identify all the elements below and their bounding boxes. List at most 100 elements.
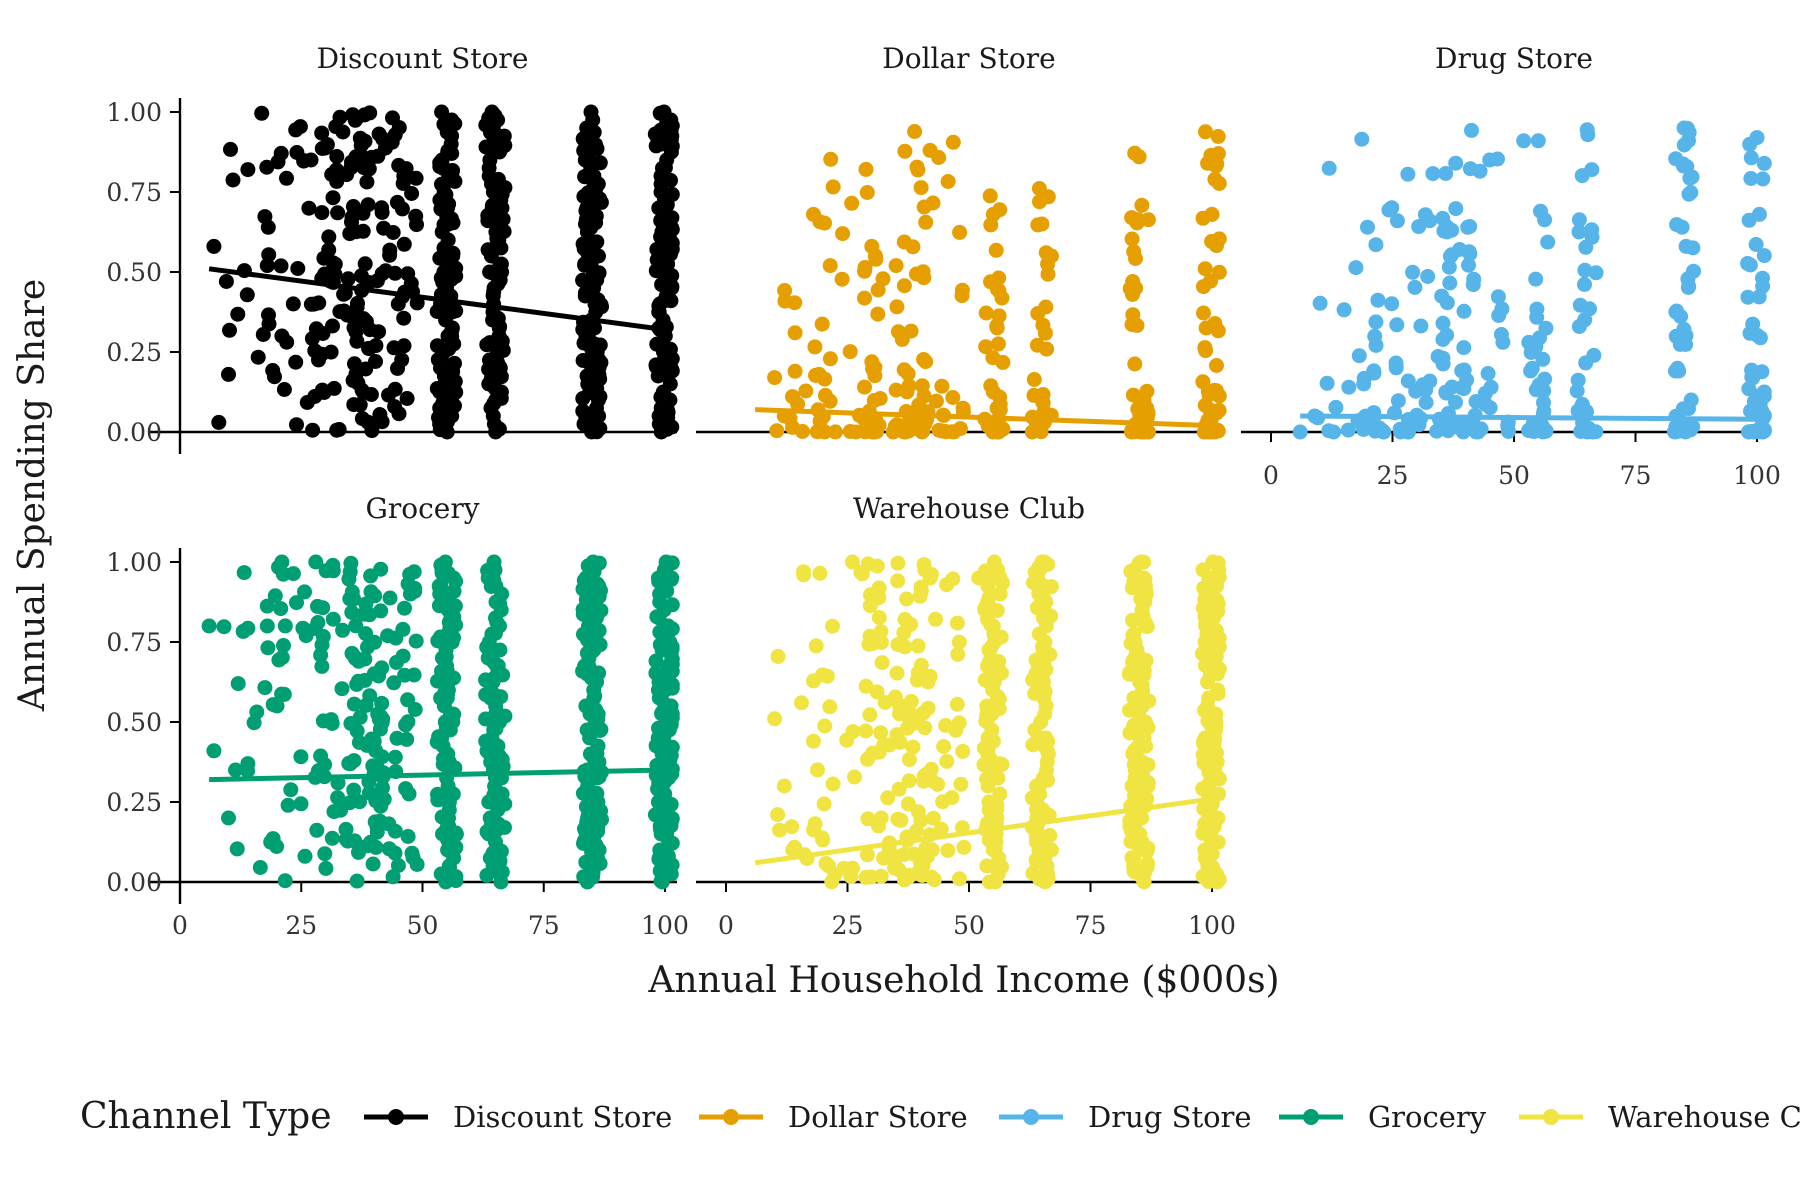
data-point (323, 344, 339, 360)
legend-label: Grocery (1368, 1100, 1487, 1134)
data-point (928, 393, 944, 409)
data-point (358, 697, 374, 713)
data-point (1127, 356, 1143, 372)
data-point (225, 172, 241, 188)
data-point (363, 568, 379, 584)
data-point (1134, 786, 1150, 802)
data-point (1528, 382, 1544, 398)
data-point (273, 601, 289, 617)
data-point (896, 278, 912, 294)
data-point (767, 711, 783, 727)
data-point (1425, 166, 1441, 182)
data-point (985, 206, 1001, 222)
data-point (1411, 219, 1427, 235)
y-tick-label: 0.25 (106, 788, 162, 817)
data-point (910, 638, 926, 654)
data-point (1360, 219, 1375, 235)
data-point (869, 558, 885, 574)
data-point (906, 715, 922, 731)
data-point (1321, 160, 1337, 176)
data-point (252, 860, 268, 875)
data-point (835, 226, 851, 242)
data-point (916, 352, 932, 367)
data-point (1740, 289, 1756, 305)
data-point (939, 577, 955, 593)
data-point (896, 625, 912, 641)
data-point (259, 159, 275, 175)
data-point (899, 384, 915, 400)
data-point (896, 362, 912, 378)
data-point (297, 848, 313, 864)
data-point (335, 622, 351, 638)
data-point (1029, 337, 1045, 353)
data-point (897, 639, 913, 655)
y-tick-label: 0.75 (106, 628, 162, 657)
data-point (382, 590, 398, 606)
data-point (321, 229, 337, 245)
data-point (769, 423, 785, 439)
data-point (1132, 398, 1148, 414)
data-point (891, 781, 907, 797)
data-point (827, 424, 843, 440)
data-point (408, 633, 424, 649)
data-point (880, 790, 896, 806)
data-point (854, 566, 870, 582)
data-point (1528, 271, 1544, 287)
data-point (1030, 306, 1046, 321)
data-point (989, 318, 1005, 334)
data-point (206, 238, 222, 254)
data-point (314, 125, 330, 141)
data-point (777, 293, 793, 309)
data-point (409, 856, 425, 872)
data-point (1671, 363, 1687, 379)
data-point (864, 634, 880, 650)
data-point (819, 668, 835, 684)
data-point (871, 580, 887, 596)
data-point (267, 588, 283, 604)
x-tick-label: 75 (528, 911, 560, 940)
data-point (583, 104, 599, 120)
y-tick-label: 0.00 (106, 868, 162, 897)
data-point (1684, 169, 1700, 185)
x-tick-label: 100 (1733, 461, 1781, 490)
data-point (398, 781, 414, 797)
data-point (951, 634, 967, 650)
data-point (329, 173, 345, 189)
data-point (1328, 399, 1344, 415)
panel-title: Dollar Store (882, 42, 1055, 75)
data-point (395, 648, 411, 664)
data-point (1448, 394, 1463, 410)
data-point (494, 752, 510, 767)
data-point (1422, 213, 1438, 229)
data-point (297, 584, 312, 600)
data-point (444, 112, 460, 128)
data-point (257, 680, 273, 696)
data-point (235, 623, 251, 639)
data-point (400, 692, 416, 708)
data-point (1126, 626, 1142, 642)
x-tick-label: 100 (1188, 911, 1236, 940)
data-point (913, 579, 929, 595)
data-point (301, 200, 317, 216)
data-point (359, 174, 375, 190)
data-point (240, 162, 256, 178)
data-point (955, 743, 971, 759)
data-point (815, 832, 831, 848)
data-point (325, 563, 341, 579)
data-point (949, 696, 965, 712)
data-point (387, 265, 403, 281)
data-point (1418, 395, 1434, 410)
data-point (1400, 166, 1416, 182)
data-point (816, 796, 832, 812)
data-point (1569, 383, 1585, 399)
y-tick-label: 0.50 (106, 708, 162, 737)
data-point (480, 650, 496, 666)
data-point (992, 389, 1008, 405)
data-point (844, 554, 860, 570)
data-point (260, 219, 276, 235)
data-point (370, 706, 386, 722)
data-point (812, 565, 828, 581)
data-point (579, 826, 595, 842)
data-point (650, 368, 666, 384)
x-tick-label: 50 (953, 911, 985, 940)
